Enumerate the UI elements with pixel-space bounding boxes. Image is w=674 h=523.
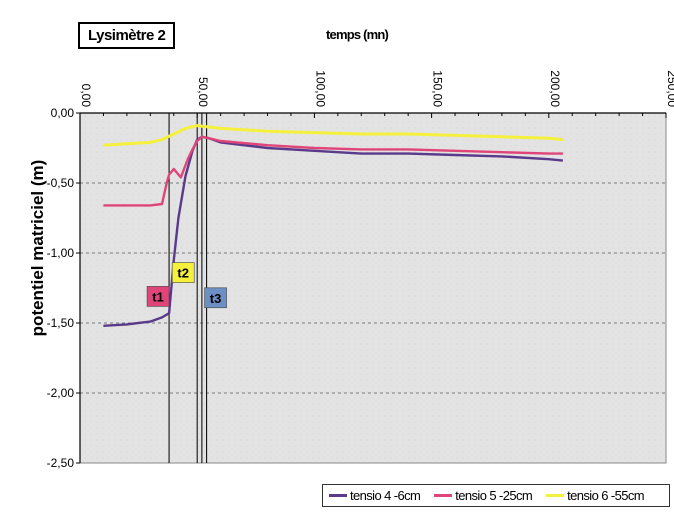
legend-item-tensio4: tensio 4 -6cm bbox=[329, 488, 421, 503]
y-axis-title: potentiel matriciel (m) bbox=[28, 159, 47, 337]
marker-label-box bbox=[204, 287, 227, 309]
legend-label: tensio 4 -6cm bbox=[350, 488, 421, 503]
plot-area bbox=[79, 112, 667, 464]
x-tick-label: 250,00 bbox=[665, 70, 674, 107]
y-tick-label: -2,00 bbox=[47, 386, 75, 400]
marker-label-box bbox=[171, 262, 195, 283]
y-tick-label: -2,50 bbox=[47, 456, 75, 470]
legend-swatch bbox=[546, 494, 565, 497]
x-tick-label: 200,00 bbox=[548, 70, 562, 107]
legend-label: tensio 5 -25cm bbox=[455, 488, 533, 503]
x-tick-label: 100,00 bbox=[313, 70, 327, 107]
x-tick-label: 0,00 bbox=[79, 84, 93, 108]
marker-label-box bbox=[146, 286, 170, 307]
legend-swatch bbox=[434, 494, 453, 497]
series-line-6 bbox=[103, 124, 564, 147]
legend-item-tensio6: tensio 6 -55cm bbox=[546, 488, 645, 503]
x-tick-label: 150,00 bbox=[431, 70, 445, 107]
marker-label: t1 bbox=[152, 289, 164, 304]
legend: tensio 4 -6cm tensio 5 -25cm tensio 6 -5… bbox=[322, 484, 670, 507]
legend-item-tensio5: tensio 5 -25cm bbox=[434, 488, 533, 503]
marker-label: t2 bbox=[177, 266, 189, 281]
legend-swatch bbox=[329, 494, 347, 497]
series-line-5 bbox=[103, 135, 563, 207]
marker-label: t3 bbox=[210, 291, 222, 306]
chart-title: Lysimètre 2 bbox=[78, 22, 176, 49]
x-axis-title: temps (mn) bbox=[326, 27, 389, 42]
legend-label: tensio 6 -55cm bbox=[567, 488, 644, 503]
x-tick-label: 50,00 bbox=[196, 77, 210, 107]
y-tick-label: -1,00 bbox=[47, 246, 75, 260]
y-tick-label: -1,50 bbox=[47, 316, 75, 330]
y-tick-label: 0,00 bbox=[51, 106, 75, 120]
y-tick-label: -0,50 bbox=[47, 176, 75, 190]
